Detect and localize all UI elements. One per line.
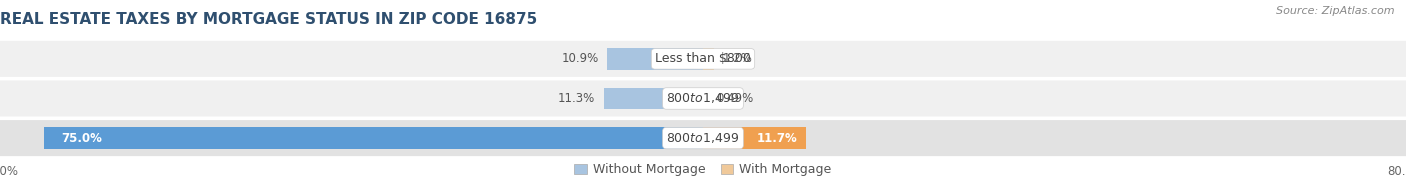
Text: Less than $800: Less than $800	[655, 52, 751, 65]
Bar	[703, 48, 713, 70]
Text: 11.3%: 11.3%	[558, 92, 595, 105]
Bar	[703, 88, 707, 109]
Text: $800 to $1,499: $800 to $1,499	[666, 131, 740, 145]
Legend: Without Mortgage, With Mortgage: Without Mortgage, With Mortgage	[569, 158, 837, 181]
FancyBboxPatch shape	[0, 81, 1406, 117]
Text: 1.2%: 1.2%	[723, 52, 752, 65]
Bar	[44, 127, 703, 149]
Text: Source: ZipAtlas.com: Source: ZipAtlas.com	[1277, 6, 1395, 16]
Bar	[703, 127, 806, 149]
Bar	[607, 48, 703, 70]
Text: 75.0%: 75.0%	[62, 132, 103, 145]
Text: REAL ESTATE TAXES BY MORTGAGE STATUS IN ZIP CODE 16875: REAL ESTATE TAXES BY MORTGAGE STATUS IN …	[0, 12, 537, 27]
Text: 10.9%: 10.9%	[561, 52, 599, 65]
FancyBboxPatch shape	[0, 120, 1406, 156]
Text: $800 to $1,499: $800 to $1,499	[666, 91, 740, 105]
FancyBboxPatch shape	[0, 41, 1406, 77]
Bar	[603, 88, 703, 109]
Text: 11.7%: 11.7%	[756, 132, 797, 145]
Text: 0.49%: 0.49%	[716, 92, 754, 105]
